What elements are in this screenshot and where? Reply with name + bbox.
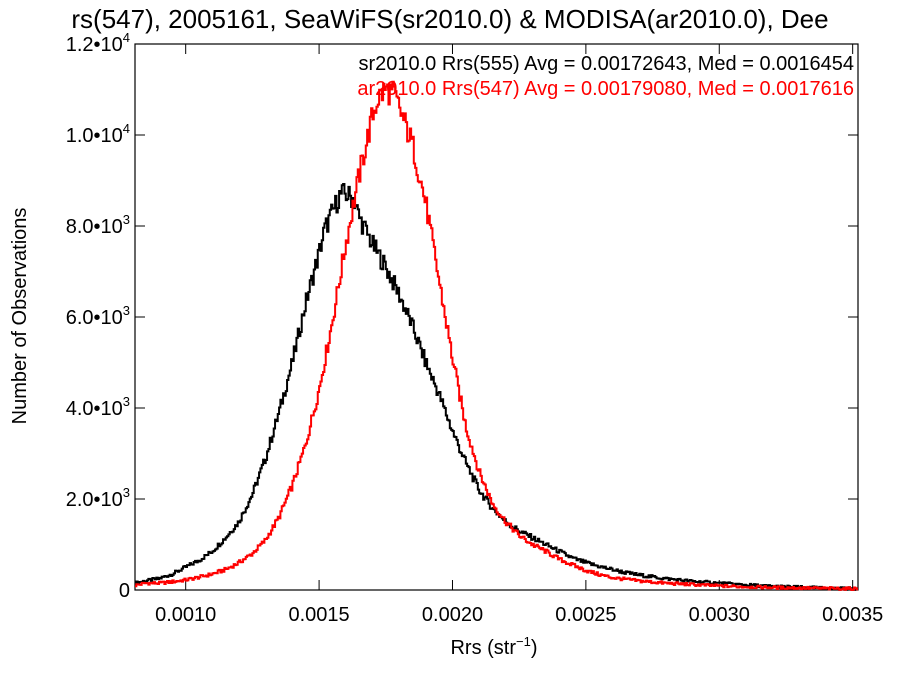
x-axis-label-sup: −1 xyxy=(516,634,531,649)
y-tick-label-mantissa: 4.0•10 xyxy=(66,398,123,420)
y-tick-label: 6.0•103 xyxy=(66,303,130,329)
x-axis-label: Rrs (str−1) xyxy=(450,634,537,659)
y-tick-label-exponent: 4 xyxy=(123,121,130,136)
x-tick-label: 0.0035 xyxy=(822,604,883,626)
y-tick-label: 4.0•103 xyxy=(66,394,130,420)
y-tick-label-exponent: 3 xyxy=(123,303,130,318)
chart-title: rs(547), 2005161, SeaWiFS(sr2010.0) & MO… xyxy=(71,4,828,34)
x-tick-label: 0.0020 xyxy=(422,604,483,626)
y-tick-label-exponent: 3 xyxy=(123,394,130,409)
x-tick-label: 0.0015 xyxy=(288,604,349,626)
y-tick-label-exponent: 3 xyxy=(123,212,130,227)
x-tick-label: 0.0030 xyxy=(689,604,750,626)
y-tick-label: 2.0•103 xyxy=(66,485,130,511)
x-axis-label-close: ) xyxy=(531,637,538,659)
y-tick-label: 8.0•103 xyxy=(66,212,130,238)
legend-entry: sr2010.0 Rrs(555) Avg = 0.00172643, Med … xyxy=(358,53,854,75)
legend: sr2010.0 Rrs(555) Avg = 0.00172643, Med … xyxy=(357,53,854,100)
legend-entry: ar2010.0 Rrs(547) Avg = 0.00179080, Med … xyxy=(357,78,854,100)
y-tick-label-mantissa: 6.0•10 xyxy=(66,307,123,329)
y-tick-label-mantissa: 8.0•10 xyxy=(66,216,123,238)
y-tick-label-exponent: 3 xyxy=(123,485,130,500)
x-tick-label: 0.0010 xyxy=(155,604,216,626)
axis-ticks: 0.0010 0.0015 0.0020 0.0025 0.0030 0.0035 0 2.0… xyxy=(66,30,884,626)
series-line-ar2010 xyxy=(135,80,858,591)
series-line-sr2010 xyxy=(135,183,858,591)
y-tick-label-mantissa: 1.0•10 xyxy=(66,125,123,147)
x-tick-label: 0.0025 xyxy=(555,604,616,626)
y-tick-label-mantissa: 1.2•10 xyxy=(66,34,123,56)
y-tick-label: 0 xyxy=(119,580,130,602)
y-tick-label-mantissa: 0 xyxy=(119,580,130,602)
x-axis-label-main: Rrs (str xyxy=(450,637,516,659)
series-layer xyxy=(135,80,858,591)
y-tick-label-exponent: 4 xyxy=(123,30,130,45)
y-tick-label: 1.0•104 xyxy=(66,121,130,147)
y-tick-label-mantissa: 2.0•10 xyxy=(66,489,123,511)
y-axis-label: Number of Observations xyxy=(9,208,31,425)
y-tick-label: 1.2•104 xyxy=(66,30,130,56)
